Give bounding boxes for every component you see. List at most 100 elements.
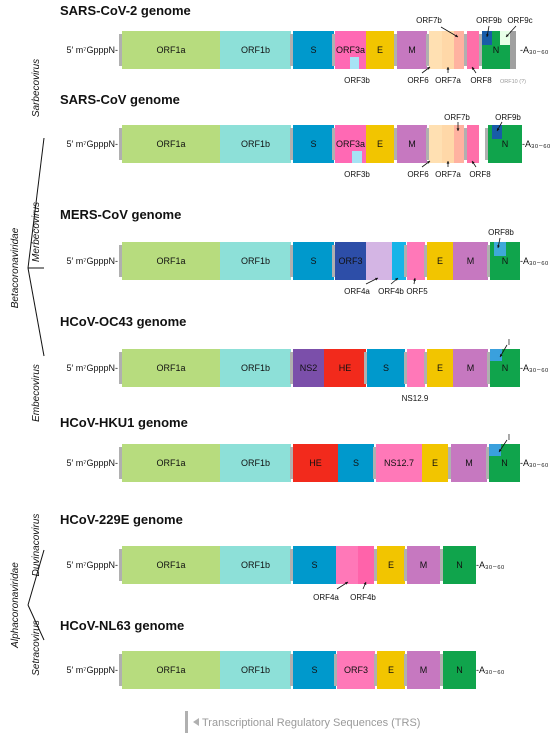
annotation-orf6: ORF6 xyxy=(407,76,429,85)
segment-he xyxy=(324,349,366,387)
trs-marker xyxy=(464,34,467,66)
segment-orf9b xyxy=(482,31,492,45)
segment-label-m: M xyxy=(420,560,428,570)
annotation-orf8: ORF8 xyxy=(470,76,492,85)
genome-title: HCoV-HKU1 genome xyxy=(60,415,188,430)
genome-hcov-hku1-genome: HCoV-HKU1 genome 5′ m⁷GpppN- ORF1a ORF1b HE S… xyxy=(60,415,549,482)
annotation-arrowhead-icon xyxy=(455,34,458,37)
segment-e xyxy=(377,651,405,689)
segment-label-e: E xyxy=(377,139,383,149)
trs-marker xyxy=(290,447,293,479)
trs-marker xyxy=(332,128,335,160)
poly-a-tail-label: -A₃₀₋₆₀ xyxy=(476,665,505,675)
trs-marker xyxy=(290,549,293,581)
annotation-orf3b: ORF3b xyxy=(344,170,370,179)
annotation-orf3b: ORF3b xyxy=(344,76,370,85)
segment-s xyxy=(293,31,334,69)
segment-orf1a xyxy=(122,546,220,584)
segment-orf1b xyxy=(220,349,291,387)
segment-orf4b xyxy=(358,546,374,584)
segment-orf6 xyxy=(429,31,442,69)
segment-orf1b xyxy=(220,651,291,689)
five-prime-cap-label: 5′ m⁷GpppN- xyxy=(67,256,118,266)
annotation-arrowhead-icon xyxy=(345,582,348,585)
segment-s xyxy=(367,349,405,387)
genome-title: MERS-CoV genome xyxy=(60,207,181,222)
annotation-arrow-orf7b xyxy=(440,26,459,38)
segment-orf8 xyxy=(467,31,479,69)
segment-label-orf1a: ORF1a xyxy=(156,45,185,55)
segment-orf1a xyxy=(122,651,220,689)
genome-sars-cov-2-genome: SARS-CoV-2 genome 5′ m⁷GpppN- ORF1a ORF1b S O… xyxy=(60,3,549,85)
five-prime-cap-label: 5′ m⁷GpppN- xyxy=(67,665,118,675)
trs-marker xyxy=(404,549,407,581)
segment-e xyxy=(422,444,448,482)
genome-hcov-229e-genome: HCoV-229E genome 5′ m⁷GpppN- ORF1a ORF1b S E M… xyxy=(60,512,505,602)
segment-orf8 xyxy=(467,125,479,163)
segment-label-orf1b: ORF1b xyxy=(241,139,270,149)
segment-label-orf1b: ORF1b xyxy=(241,560,270,570)
five-prime-cap-label: 5′ m⁷GpppN- xyxy=(67,363,118,373)
segment-label-e: E xyxy=(437,363,443,373)
segment-label-orf1a: ORF1a xyxy=(156,560,185,570)
segment-e xyxy=(377,546,405,584)
segment-orf3 xyxy=(337,651,375,689)
segment-label-m: M xyxy=(465,458,473,468)
annotation-i: I xyxy=(508,433,510,442)
taxon-embecovirus: Embecovirus xyxy=(31,364,42,422)
segment-orf3b xyxy=(350,57,359,69)
tree-branch-embecovirus xyxy=(27,267,45,357)
segment-label-orf1a: ORF1a xyxy=(156,665,185,675)
annotation-orf10: ORF10 (?) xyxy=(500,79,526,85)
taxonomy-tree xyxy=(27,137,45,641)
annotation-arrowhead-icon xyxy=(446,67,450,70)
annotation-arrowhead-icon xyxy=(500,354,503,357)
annotation-orf5: ORF5 xyxy=(406,287,428,296)
annotation-arrowhead-icon xyxy=(427,67,430,70)
segment-orf6 xyxy=(429,125,442,163)
segment-m xyxy=(453,242,488,280)
segment-orf7b xyxy=(454,125,464,163)
segment-s xyxy=(338,444,374,482)
segment-i xyxy=(489,444,501,456)
trs-legend-swatch xyxy=(185,711,188,733)
taxon-betacoronaviridae: Betacoronaviridae xyxy=(10,227,21,308)
annotation-arrowhead-icon xyxy=(486,34,489,37)
trs-marker xyxy=(487,245,490,277)
segment-label-m: M xyxy=(408,139,416,149)
trs-marker xyxy=(364,352,367,384)
segment-label-he: HE xyxy=(339,363,352,373)
segment-orf3b xyxy=(352,151,362,163)
poly-a-tail-label: -A₃₀₋₆₀ xyxy=(520,458,549,468)
segment-s xyxy=(293,125,334,163)
trs-marker xyxy=(119,654,122,686)
segment-m xyxy=(453,349,488,387)
annotation-orf9b: ORF9b xyxy=(476,16,502,25)
trs-marker xyxy=(404,245,407,277)
taxon-merbecovirus: Merbecovirus xyxy=(31,202,42,262)
segment-orf7a xyxy=(442,125,454,163)
tree-branch-duvinacovirus xyxy=(27,549,45,606)
segment-label-n: N xyxy=(456,560,463,570)
segment-label-orf3: ORF3 xyxy=(344,665,368,675)
segment-label-n: N xyxy=(502,256,509,266)
annotation-orf7a: ORF7a xyxy=(435,170,461,179)
segment-label-m: M xyxy=(420,665,428,675)
segment-label-n: N xyxy=(456,665,463,675)
segment-orf5 xyxy=(407,242,425,280)
genome-hcov-oc43-genome: HCoV-OC43 genome 5′ m⁷GpppN- ORF1a ORF1b NS2… xyxy=(60,314,549,403)
trs-marker xyxy=(334,654,337,686)
trs-marker xyxy=(479,34,482,66)
segment-label-s: S xyxy=(383,363,389,373)
segment-orf1b xyxy=(220,31,291,69)
segment-orf1a xyxy=(122,242,220,280)
segment-label-orf1a: ORF1a xyxy=(156,139,185,149)
segment-label-e: E xyxy=(437,256,443,266)
five-prime-cap-label: 5′ m⁷GpppN- xyxy=(67,458,118,468)
annotation-arrowhead-icon xyxy=(472,161,475,164)
segment-e xyxy=(427,349,453,387)
genome-sars-cov-genome: SARS-CoV genome 5′ m⁷GpppN- ORF1a ORF1b S ORF… xyxy=(60,92,550,179)
segment-i xyxy=(490,349,502,361)
genome-rows: SARS-CoV-2 genome 5′ m⁷GpppN- ORF1a ORF1b S O… xyxy=(60,3,550,689)
